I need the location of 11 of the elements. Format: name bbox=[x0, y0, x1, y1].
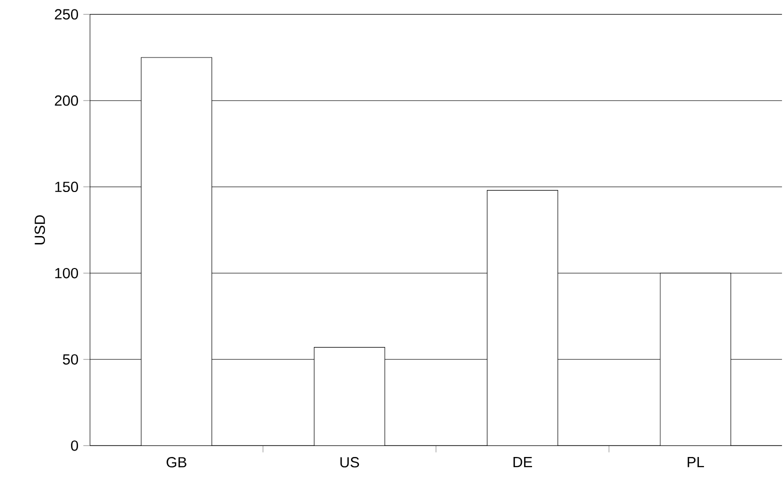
y-tick-label: 0 bbox=[71, 440, 78, 451]
y-tick-label: 50 bbox=[62, 354, 78, 365]
x-tick-label: PL bbox=[688, 457, 704, 468]
y-tick-label: 150 bbox=[55, 182, 78, 192]
x-tick-label: US bbox=[340, 457, 359, 468]
y-tick-label: 200 bbox=[54, 95, 78, 106]
x-tick-label: GB bbox=[166, 457, 186, 468]
y-tick-label: 250 bbox=[54, 9, 78, 20]
y-tick-label: 100 bbox=[55, 268, 78, 278]
y-axis-title: USD bbox=[34, 215, 46, 244]
x-tick-label: DE bbox=[514, 457, 532, 468]
